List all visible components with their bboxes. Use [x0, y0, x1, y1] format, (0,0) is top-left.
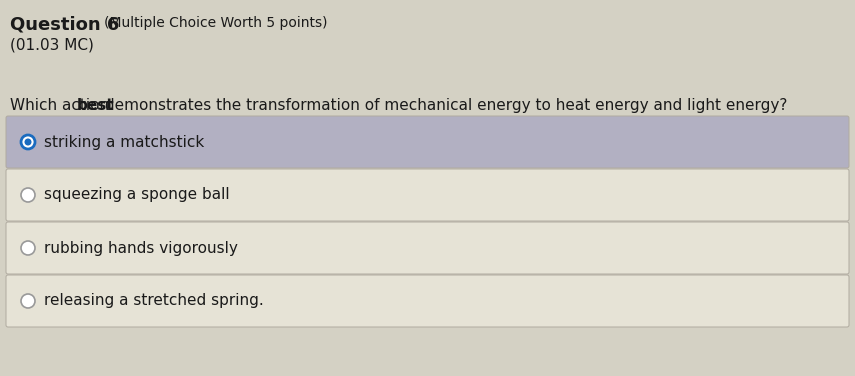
Text: squeezing a sponge ball: squeezing a sponge ball	[44, 188, 230, 203]
Circle shape	[21, 294, 35, 308]
Text: Which action: Which action	[10, 98, 114, 113]
Circle shape	[25, 138, 32, 146]
Text: demonstrates the transformation of mechanical energy to heat energy and light en: demonstrates the transformation of mecha…	[100, 98, 787, 113]
FancyBboxPatch shape	[6, 169, 849, 221]
Text: Question 6: Question 6	[10, 15, 120, 33]
Circle shape	[21, 188, 35, 202]
FancyBboxPatch shape	[6, 116, 849, 168]
Text: striking a matchstick: striking a matchstick	[44, 135, 204, 150]
Text: rubbing hands vigorously: rubbing hands vigorously	[44, 241, 238, 256]
FancyBboxPatch shape	[6, 222, 849, 274]
FancyBboxPatch shape	[6, 275, 849, 327]
Text: best: best	[77, 98, 115, 113]
Circle shape	[21, 241, 35, 255]
Text: (Multiple Choice Worth 5 points): (Multiple Choice Worth 5 points)	[104, 16, 327, 30]
Text: releasing a stretched spring.: releasing a stretched spring.	[44, 294, 263, 308]
Text: (01.03 MC): (01.03 MC)	[10, 38, 94, 53]
Circle shape	[21, 135, 35, 149]
